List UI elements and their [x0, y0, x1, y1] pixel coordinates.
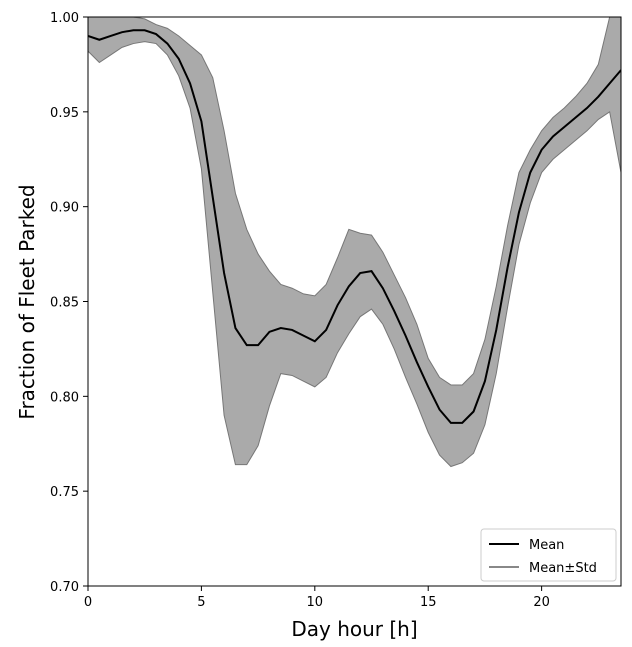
- legend-mean-label: Mean: [529, 538, 564, 553]
- y-tick-label: 1.00: [50, 11, 79, 26]
- y-tick-label: 0.90: [50, 201, 79, 216]
- y-axis-label: Fraction of Fleet Parked: [15, 184, 39, 419]
- x-axis: 0 5 10 15 20: [84, 586, 550, 610]
- y-tick-label: 0.75: [50, 485, 79, 500]
- x-tick-label: 5: [197, 595, 205, 610]
- legend: Mean Mean±Std: [480, 528, 617, 582]
- mean-line-layer: [88, 29, 621, 424]
- plot-area: [87, 16, 622, 587]
- y-tick-label: 0.80: [50, 390, 79, 405]
- y-tick-label: 0.85: [50, 296, 79, 311]
- x-tick-label: 20: [533, 595, 550, 610]
- x-tick-label: 0: [84, 595, 92, 610]
- x-axis-label: Day hour [h]: [291, 617, 417, 641]
- series-mean-line: [88, 29, 621, 424]
- x-tick-label: 15: [420, 595, 437, 610]
- y-tick-label: 0.70: [50, 580, 79, 595]
- y-axis: 0.70 0.75 0.80 0.85 0.90 0.95 1.00: [50, 11, 88, 595]
- x-tick-label: 10: [307, 595, 324, 610]
- std-band-layer: [88, 17, 621, 468]
- series-mean-std-band: [88, 17, 621, 468]
- legend-std-label: Mean±Std: [529, 561, 597, 576]
- y-tick-label: 0.95: [50, 106, 79, 121]
